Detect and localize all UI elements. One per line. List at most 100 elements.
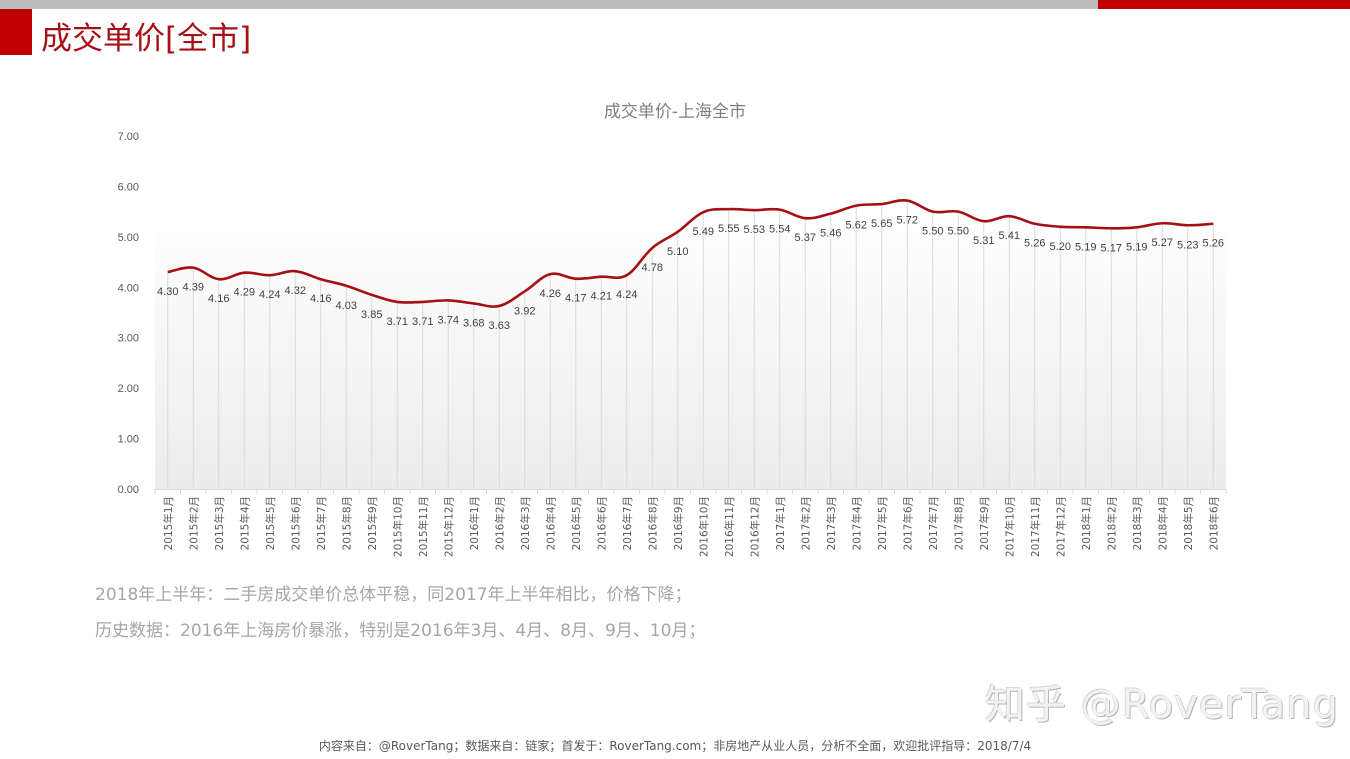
x-tick-label: 2017年11月 [1029, 496, 1042, 557]
drop-lines [167, 200, 1214, 489]
data-label: 5.27 [1152, 237, 1173, 249]
y-tick-label: 0.00 [118, 484, 139, 496]
x-tick-label: 2015年5月 [264, 496, 277, 550]
data-label: 3.74 [438, 314, 459, 326]
note-history: 历史数据：2016年上海房价暴涨，特别是2016年3月、4月、8月、9月、10月… [95, 621, 706, 641]
data-label: 5.62 [846, 220, 867, 232]
x-tick-label: 2015年10月 [391, 496, 404, 557]
data-label: 3.71 [387, 316, 408, 328]
y-tick-label: 6.00 [118, 181, 139, 193]
x-tick-label: 2015年1月 [162, 496, 175, 550]
x-tick-label: 2015年8月 [340, 496, 353, 550]
data-label: 5.46 [820, 228, 841, 240]
y-axis: 0.00 1.00 2.00 3.00 4.00 5.00 6.00 7.00 [118, 131, 139, 496]
data-label: 3.68 [463, 317, 484, 329]
x-tick-label: 2017年2月 [799, 496, 812, 550]
data-label: 3.85 [361, 309, 382, 321]
x-tick-label: 2017年12月 [1054, 496, 1067, 557]
y-tick-label: 5.00 [118, 232, 139, 244]
x-tick-label: 2016年12月 [748, 496, 761, 557]
data-label: 3.92 [514, 305, 535, 317]
data-label: 5.19 [1075, 241, 1096, 253]
data-label: 5.26 [1024, 238, 1045, 250]
x-tick-label: 2015年12月 [442, 496, 455, 557]
data-label: 4.39 [183, 282, 204, 294]
title-accent-block [0, 9, 32, 55]
x-tick-label: 2015年2月 [187, 496, 200, 550]
x-tick-label: 2016年7月 [621, 496, 634, 550]
x-axis: 2015年1月 2015年2月 2015年3月 2015年4月 2015年5月 2015年… [154, 489, 1227, 557]
data-label: 5.54 [769, 224, 790, 236]
data-label: 5.55 [718, 223, 739, 235]
data-label: 5.65 [871, 218, 892, 230]
x-tick-label: 2016年2月 [493, 496, 506, 550]
data-label: 5.19 [1126, 241, 1147, 253]
data-label: 4.78 [642, 262, 663, 274]
chart-title: 成交单价-上海全市 [603, 102, 747, 122]
data-label: 4.29 [234, 287, 255, 299]
footer-source-note: 内容来自：@RoverTang；数据来自：链家；首发于：RoverTang.co… [318, 739, 1032, 753]
x-tick-label: 2016年3月 [519, 496, 532, 550]
plot-area-background [155, 210, 1226, 489]
data-label: 5.37 [795, 232, 816, 244]
data-label: 4.17 [565, 293, 586, 305]
x-tick-label: 2016年6月 [595, 496, 608, 550]
data-label: 5.10 [667, 246, 688, 258]
x-tick-label: 2017年10月 [1003, 496, 1016, 557]
data-label: 5.26 [1203, 238, 1224, 250]
data-label: 5.53 [744, 224, 765, 236]
note-2018-summary: 2018年上半年：二手房成交单价总体平稳，同2017年上半年相比，价格下降； [95, 585, 692, 605]
data-label: 4.24 [616, 289, 637, 301]
zhihu-watermark: 知乎 @RoverTang [985, 682, 1339, 728]
data-label: 4.21 [591, 291, 612, 303]
x-tick-label: 2016年4月 [544, 496, 557, 550]
x-tick-label: 2018年3月 [1131, 496, 1144, 550]
x-tick-label: 2015年11月 [417, 496, 430, 557]
top-accent-bar-red [1098, 0, 1350, 9]
y-tick-label: 7.00 [118, 131, 139, 143]
data-label: 4.26 [540, 288, 561, 300]
line-chart: 0.00 1.00 2.00 3.00 4.00 5.00 6.00 7.00 2015年1月… [118, 131, 1227, 557]
x-tick-label: 2017年3月 [825, 496, 838, 550]
data-label: 4.03 [336, 300, 357, 312]
top-accent-bar-gray [0, 0, 1098, 9]
x-tick-label: 2017年5月 [876, 496, 889, 550]
x-tick-label: 2018年6月 [1207, 496, 1220, 550]
data-label: 5.50 [922, 226, 943, 238]
x-tick-label: 2016年5月 [570, 496, 583, 550]
page-title: 成交单价[全市] [41, 21, 252, 57]
data-label: 3.63 [489, 320, 510, 332]
x-tick-label: 2017年9月 [978, 496, 991, 550]
data-labels: 4.30 4.39 4.16 4.29 4.24 4.32 4.16 4.03 3.85 3.71… [157, 215, 1224, 332]
x-tick-label: 2018年4月 [1156, 496, 1169, 550]
x-tick-label: 2017年6月 [901, 496, 914, 550]
data-label: 5.72 [897, 215, 918, 227]
data-label: 5.49 [693, 226, 714, 238]
data-label: 4.16 [310, 293, 331, 305]
price-line [167, 198, 1214, 308]
data-label: 3.71 [412, 316, 433, 328]
x-tick-label: 2016年11月 [723, 496, 736, 557]
data-label: 5.50 [948, 226, 969, 238]
x-tick-label: 2015年7月 [315, 496, 328, 550]
data-label: 5.41 [999, 230, 1020, 242]
x-tick-label: 2017年4月 [850, 496, 863, 550]
x-tick-label: 2017年1月 [774, 496, 787, 550]
price-line-series [167, 198, 1214, 308]
data-label: 4.30 [157, 286, 178, 298]
data-label: 4.24 [259, 289, 280, 301]
x-tick-label: 2016年1月 [468, 496, 481, 550]
y-tick-label: 1.00 [118, 434, 139, 446]
data-label: 4.16 [208, 293, 229, 305]
x-tick-label: 2018年1月 [1080, 496, 1093, 550]
x-tick-label: 2015年4月 [238, 496, 251, 550]
x-tick-label: 2018年5月 [1182, 496, 1195, 550]
x-tick-label: 2017年7月 [927, 496, 940, 550]
y-tick-label: 2.00 [118, 383, 139, 395]
data-label: 5.17 [1101, 242, 1122, 254]
y-tick-label: 3.00 [118, 333, 139, 345]
x-tick-label: 2015年3月 [213, 496, 226, 550]
x-tick-label: 2018年2月 [1105, 496, 1118, 550]
x-tick-label: 2016年8月 [646, 496, 659, 550]
data-label: 5.31 [973, 235, 994, 247]
